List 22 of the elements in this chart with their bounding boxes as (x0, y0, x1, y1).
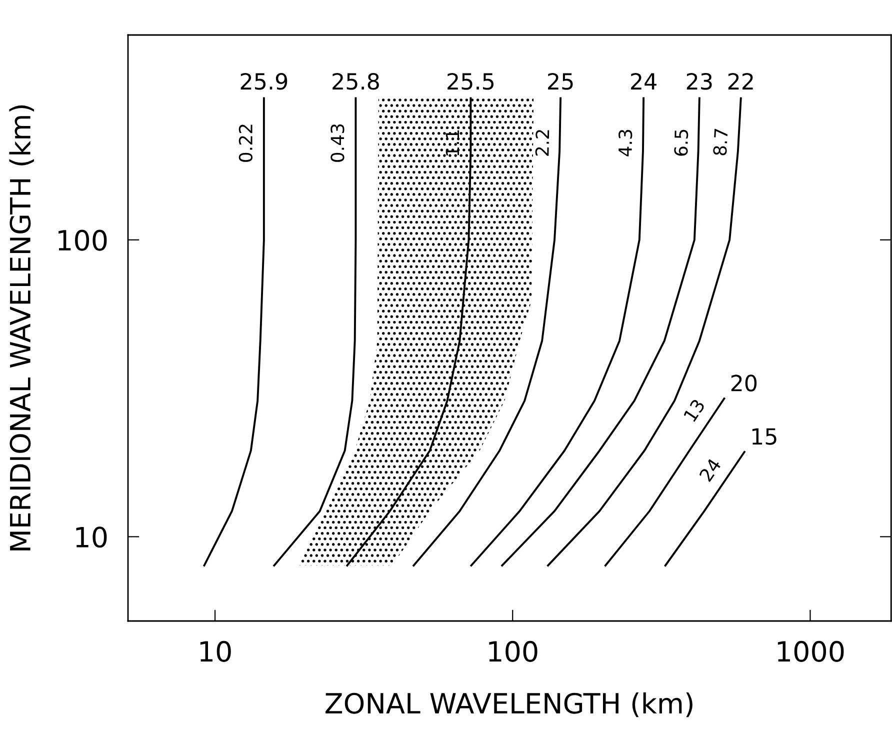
y-axis-title: MERIDIONAL WAVELENGTH (km) (9, 105, 34, 550)
annotation: 4.3 (618, 130, 632, 156)
x-axis-title: ZONAL WAVELENGTH (km) (326, 692, 692, 718)
series-label: 25.9 (240, 72, 288, 90)
series-label: 22 (728, 72, 753, 90)
series-label: 20 (731, 374, 757, 392)
x-tick-label: 1000 (778, 640, 844, 662)
annotation: 2.2 (535, 130, 550, 156)
x-tick-label: 10 (200, 640, 231, 662)
annotation: 6.5 (674, 130, 688, 156)
series-label: 24 (631, 72, 656, 90)
annotation: 13 (683, 398, 706, 422)
annotation: 0.43 (330, 124, 344, 162)
annotation: 8.7 (712, 128, 728, 156)
annotation: 0.22 (238, 124, 253, 162)
series-label: 15 (752, 428, 776, 445)
series-label: 25.8 (332, 72, 379, 90)
series-label: 23 (686, 72, 712, 90)
series-label: 25.5 (448, 72, 494, 90)
annotation: 24 (698, 457, 722, 482)
series-label: 25 (548, 72, 573, 90)
x-tick-label: 100 (489, 640, 538, 662)
